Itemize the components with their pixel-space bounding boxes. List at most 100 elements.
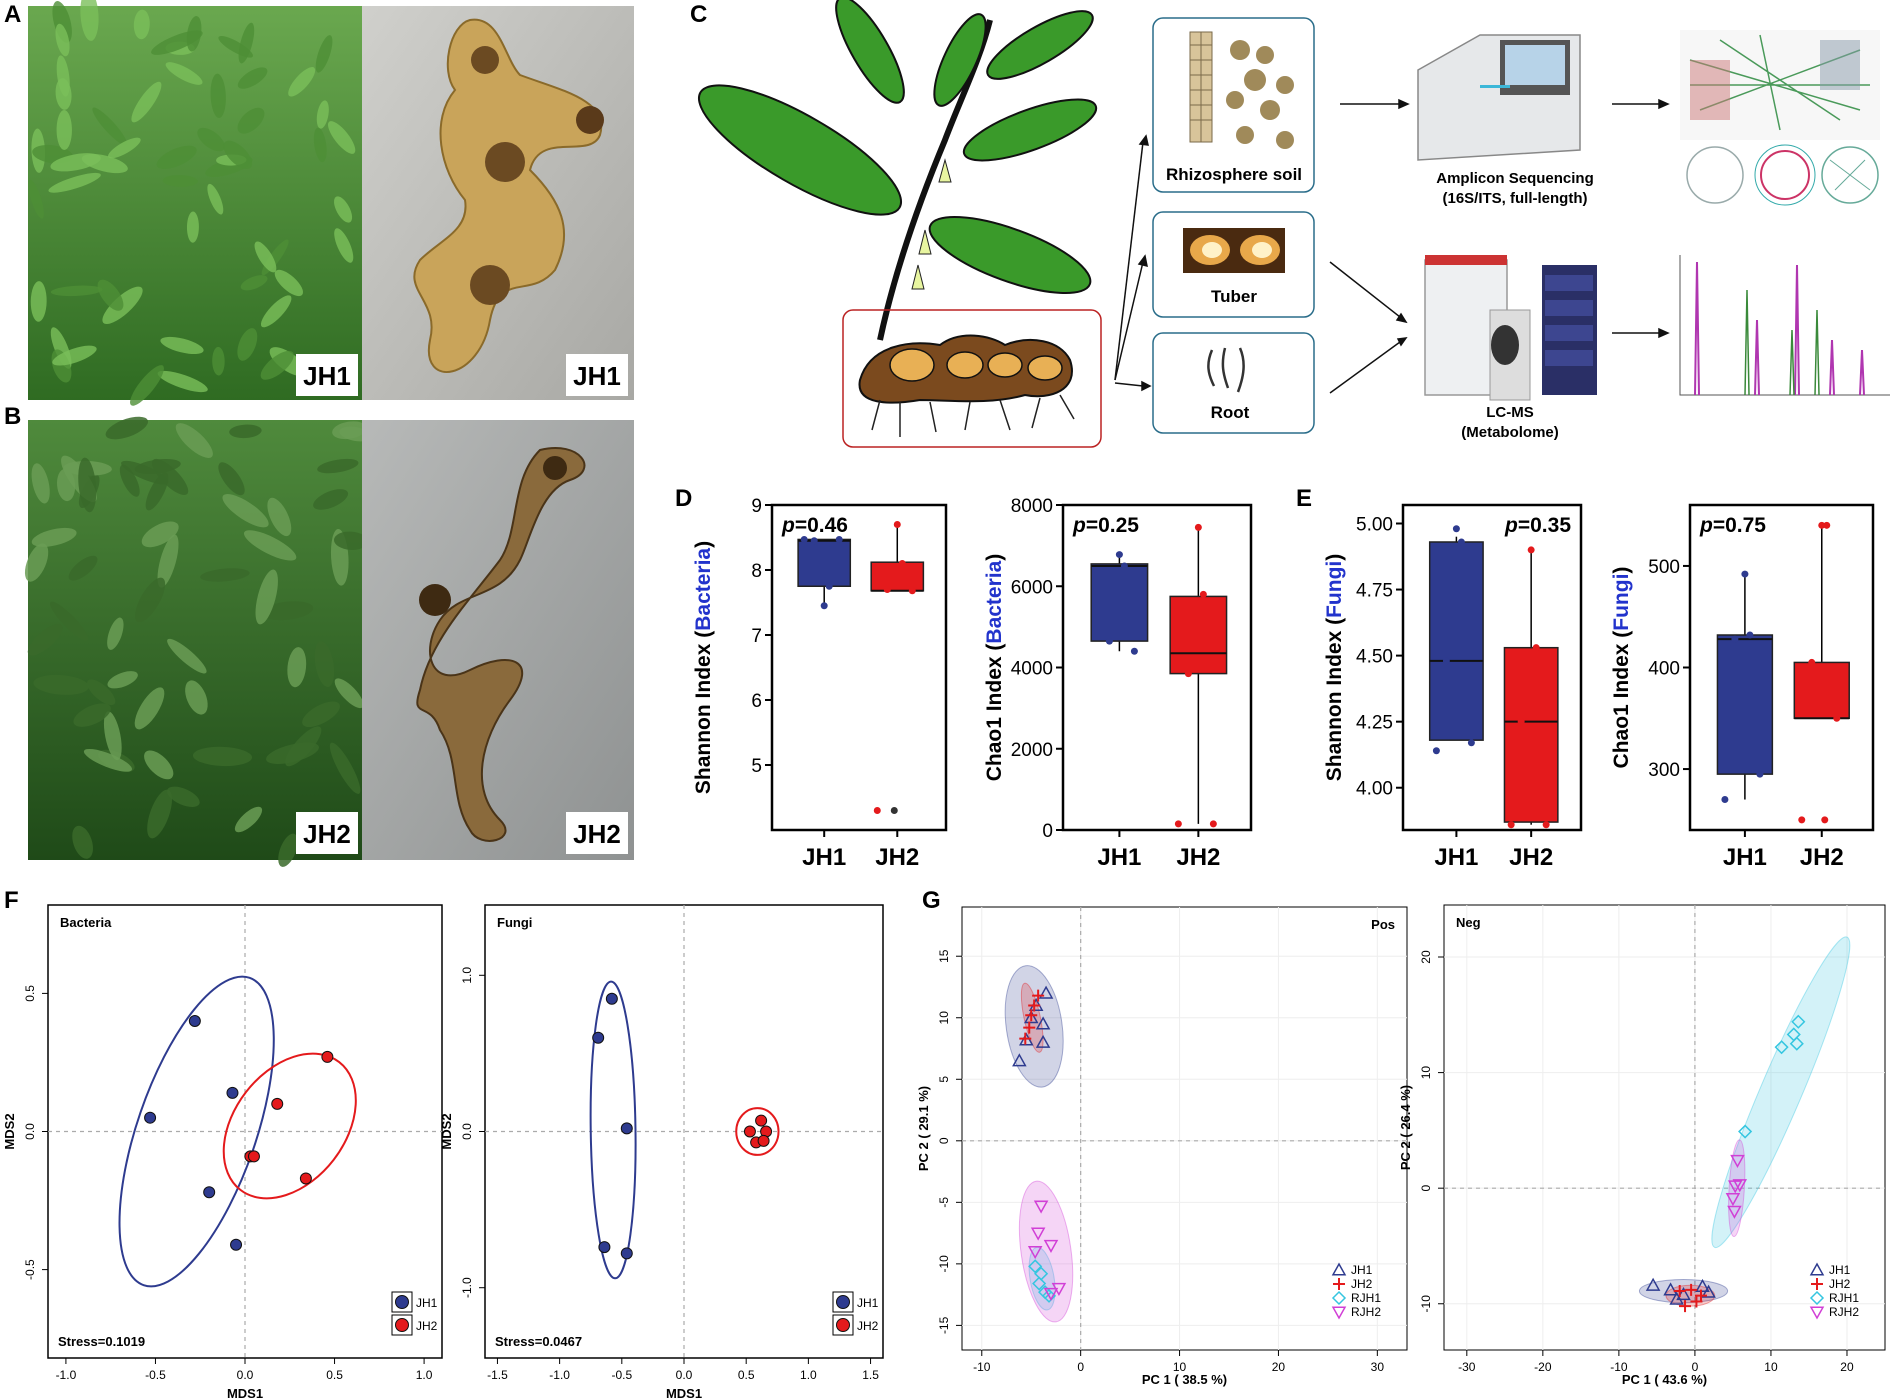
data-point bbox=[247, 1150, 260, 1163]
data-point bbox=[1194, 523, 1202, 531]
leaf bbox=[255, 569, 278, 625]
x-tick-label: 0 bbox=[1692, 1360, 1699, 1374]
confidence-ellipse bbox=[1711, 936, 1851, 1249]
leaf bbox=[135, 577, 166, 623]
leaf bbox=[33, 674, 89, 695]
panel-a-photos: JH1 JH1 bbox=[28, 0, 634, 406]
y-tick-label: 7 bbox=[751, 626, 762, 647]
x-tick-label: -0.5 bbox=[145, 1368, 166, 1382]
data-point bbox=[1527, 546, 1535, 554]
leaf bbox=[266, 742, 319, 764]
data-point bbox=[1818, 521, 1826, 529]
leaf bbox=[131, 81, 162, 123]
y-tick-label: -5 bbox=[937, 1197, 951, 1208]
y-tick-label: 8000 bbox=[1011, 496, 1053, 517]
leaf bbox=[334, 228, 354, 263]
data-point bbox=[1517, 718, 1525, 726]
photo-label-bg bbox=[296, 812, 358, 854]
box-chart-E-shannon: 4.00 4.25 4.50 4.75 5.00 JH1 JH2 Shannon Index … bbox=[1323, 503, 1583, 871]
plant-photo-jh1 bbox=[28, 6, 362, 400]
data-point bbox=[188, 1015, 201, 1028]
y-axis-label-group: Fungi bbox=[1610, 574, 1633, 631]
tuber-shape-jh2 bbox=[416, 447, 586, 842]
data-point bbox=[1774, 1040, 1789, 1055]
sample-label: Rhizosphere soil bbox=[1166, 165, 1302, 184]
x-tick-label: 0.0 bbox=[676, 1368, 693, 1382]
leaf bbox=[218, 35, 253, 58]
data-point bbox=[1331, 1306, 1347, 1320]
leaf bbox=[121, 460, 169, 485]
data-point bbox=[1685, 1283, 1698, 1296]
x-tick-label: 0.0 bbox=[237, 1368, 254, 1382]
y-axis-label-main: Chao1 Index ( bbox=[983, 644, 1006, 782]
data-point bbox=[1432, 747, 1440, 755]
leaf bbox=[288, 67, 316, 97]
data-point bbox=[1174, 820, 1182, 828]
p-value: p=0.35 bbox=[1504, 514, 1571, 537]
data-point bbox=[226, 1086, 239, 1099]
box bbox=[1169, 595, 1228, 675]
leaf bbox=[157, 370, 208, 393]
data-point bbox=[1331, 1262, 1347, 1276]
leaf bbox=[274, 269, 304, 297]
legend-label: JH2 bbox=[416, 1319, 438, 1333]
leaf bbox=[68, 555, 98, 581]
leaf bbox=[72, 825, 93, 859]
scatter-chart-F-bacteria: -1.0 -0.5 0.0 0.5 1.0 -0.5 0.0 0.5 MDS1 MDS2 Bacte… bbox=[2, 904, 443, 1400]
data-point bbox=[1023, 1021, 1036, 1034]
leaf bbox=[237, 328, 258, 361]
data-point bbox=[1028, 1259, 1043, 1274]
legend-label: JH1 bbox=[1351, 1263, 1373, 1277]
leaf bbox=[49, 601, 89, 641]
data-point bbox=[1695, 1278, 1710, 1292]
y-axis-label-end: ) bbox=[983, 554, 1006, 561]
spectrum-thumbnail bbox=[1679, 255, 1890, 396]
p-value-symbol: p bbox=[781, 514, 795, 537]
x-tick-label: -30 bbox=[1458, 1360, 1476, 1374]
y-tick-label: 300 bbox=[1648, 760, 1680, 781]
data-point bbox=[1457, 538, 1465, 546]
data-point bbox=[1789, 1036, 1804, 1051]
y-tick-label: 0 bbox=[1042, 821, 1053, 842]
x-tick-label: 10 bbox=[1173, 1360, 1187, 1374]
data-point bbox=[1333, 1278, 1345, 1290]
x-tick-label: JH1 bbox=[1434, 844, 1478, 871]
leaf bbox=[317, 458, 359, 474]
leaf bbox=[147, 789, 173, 839]
leaf bbox=[314, 641, 335, 688]
sample-label: Tuber bbox=[1211, 287, 1257, 306]
legend-label: JH2 bbox=[1829, 1277, 1851, 1291]
y-tick-label: 0.5 bbox=[23, 985, 37, 1002]
y-tick-label: 1.0 bbox=[460, 967, 474, 984]
y-axis-label: MDS2 bbox=[2, 1113, 17, 1149]
panel-label-g: G bbox=[922, 887, 941, 914]
confidence-ellipse bbox=[735, 1107, 780, 1156]
leaf bbox=[31, 527, 77, 547]
legend-label: JH1 bbox=[857, 1296, 879, 1310]
leaf bbox=[144, 750, 174, 780]
legend-marker bbox=[395, 1318, 409, 1332]
y-tick-label: 9 bbox=[751, 496, 762, 517]
legend-marker bbox=[836, 1318, 850, 1332]
y-axis-label-main: Shannon Index ( bbox=[1323, 618, 1346, 781]
y-axis-label-end: ) bbox=[1610, 567, 1633, 574]
lcms-subtitle: (Metabolome) bbox=[1461, 424, 1559, 441]
data-point bbox=[1701, 1284, 1716, 1298]
leaf bbox=[87, 679, 116, 706]
y-tick-label: -0.5 bbox=[23, 1259, 37, 1280]
leaf bbox=[243, 530, 297, 561]
y-axis-label-group: Bacteria bbox=[692, 548, 715, 631]
y-tick-label: 4000 bbox=[1011, 659, 1053, 680]
leaf bbox=[334, 678, 364, 709]
p-value-number: =0.46 bbox=[795, 514, 848, 537]
y-tick-label: 15 bbox=[937, 949, 951, 963]
box-chart-E-chao1: 300 400 500 JH1 JH2 Chao1 Index (Fungi) p=0.75 bbox=[1610, 503, 1875, 871]
data-point bbox=[1821, 816, 1829, 824]
data-point bbox=[1721, 796, 1729, 804]
data-point bbox=[1645, 1277, 1661, 1291]
scatter-charts: -1.0 -0.5 0.0 0.5 1.0 -0.5 0.0 0.5 MDS1 MDS2 Bacte… bbox=[2, 904, 1886, 1400]
p-value-symbol: p bbox=[1072, 514, 1086, 537]
y-tick-label: 5.00 bbox=[1356, 514, 1393, 535]
leaf bbox=[56, 109, 72, 151]
data-point bbox=[820, 602, 828, 610]
